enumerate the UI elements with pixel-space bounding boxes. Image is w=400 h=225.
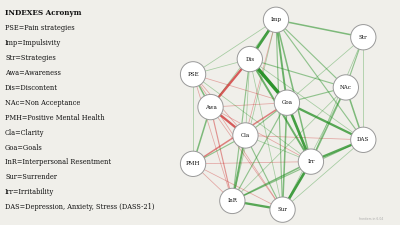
Text: Awa=Awareness: Awa=Awareness (5, 69, 61, 77)
Text: Awa: Awa (204, 105, 216, 110)
Circle shape (180, 62, 206, 87)
Text: Sur: Sur (278, 207, 288, 212)
Text: Sur=Surrender: Sur=Surrender (5, 173, 57, 181)
Text: PMH=Positive Mental Health: PMH=Positive Mental Health (5, 114, 105, 122)
Text: Cla=Clarity: Cla=Clarity (5, 128, 44, 137)
Text: Str: Str (359, 35, 368, 40)
Circle shape (274, 90, 300, 115)
Text: frontiers in 6.04: frontiers in 6.04 (359, 217, 383, 220)
Text: DAS: DAS (357, 137, 370, 142)
Text: PSE=Pain strategies: PSE=Pain strategies (5, 24, 75, 32)
Circle shape (333, 75, 358, 100)
Text: Str=Strategies: Str=Strategies (5, 54, 56, 62)
Text: INDEXES Acronym: INDEXES Acronym (5, 9, 82, 17)
Circle shape (298, 149, 324, 174)
Text: Goa=Goals: Goa=Goals (5, 144, 43, 151)
Circle shape (220, 188, 245, 214)
Text: NAc=Non Acceptance: NAc=Non Acceptance (5, 99, 80, 107)
Text: Dis=Discontent: Dis=Discontent (5, 84, 58, 92)
Text: InR=Interpersonal Resentment: InR=Interpersonal Resentment (5, 158, 111, 166)
Circle shape (270, 197, 295, 222)
Text: Irr: Irr (307, 159, 315, 164)
Text: Imp=Impulsivity: Imp=Impulsivity (5, 39, 61, 47)
Circle shape (263, 7, 289, 32)
Text: Cla: Cla (241, 133, 250, 138)
Text: DAS=Depression, Anxiety, Stress (DASS-21): DAS=Depression, Anxiety, Stress (DASS-21… (5, 203, 154, 211)
Text: PSE: PSE (187, 72, 199, 77)
Text: Irr=Irritability: Irr=Irritability (5, 188, 54, 196)
Circle shape (198, 94, 223, 120)
Circle shape (351, 25, 376, 50)
Text: PMH: PMH (186, 161, 200, 166)
Text: InR: InR (228, 198, 237, 203)
Text: NAc: NAc (340, 85, 352, 90)
Circle shape (237, 46, 262, 72)
Text: Dis: Dis (245, 56, 254, 62)
Text: Goa: Goa (282, 100, 292, 105)
Circle shape (233, 123, 258, 148)
Circle shape (351, 127, 376, 153)
Text: Imp: Imp (270, 17, 282, 22)
Circle shape (180, 151, 206, 176)
